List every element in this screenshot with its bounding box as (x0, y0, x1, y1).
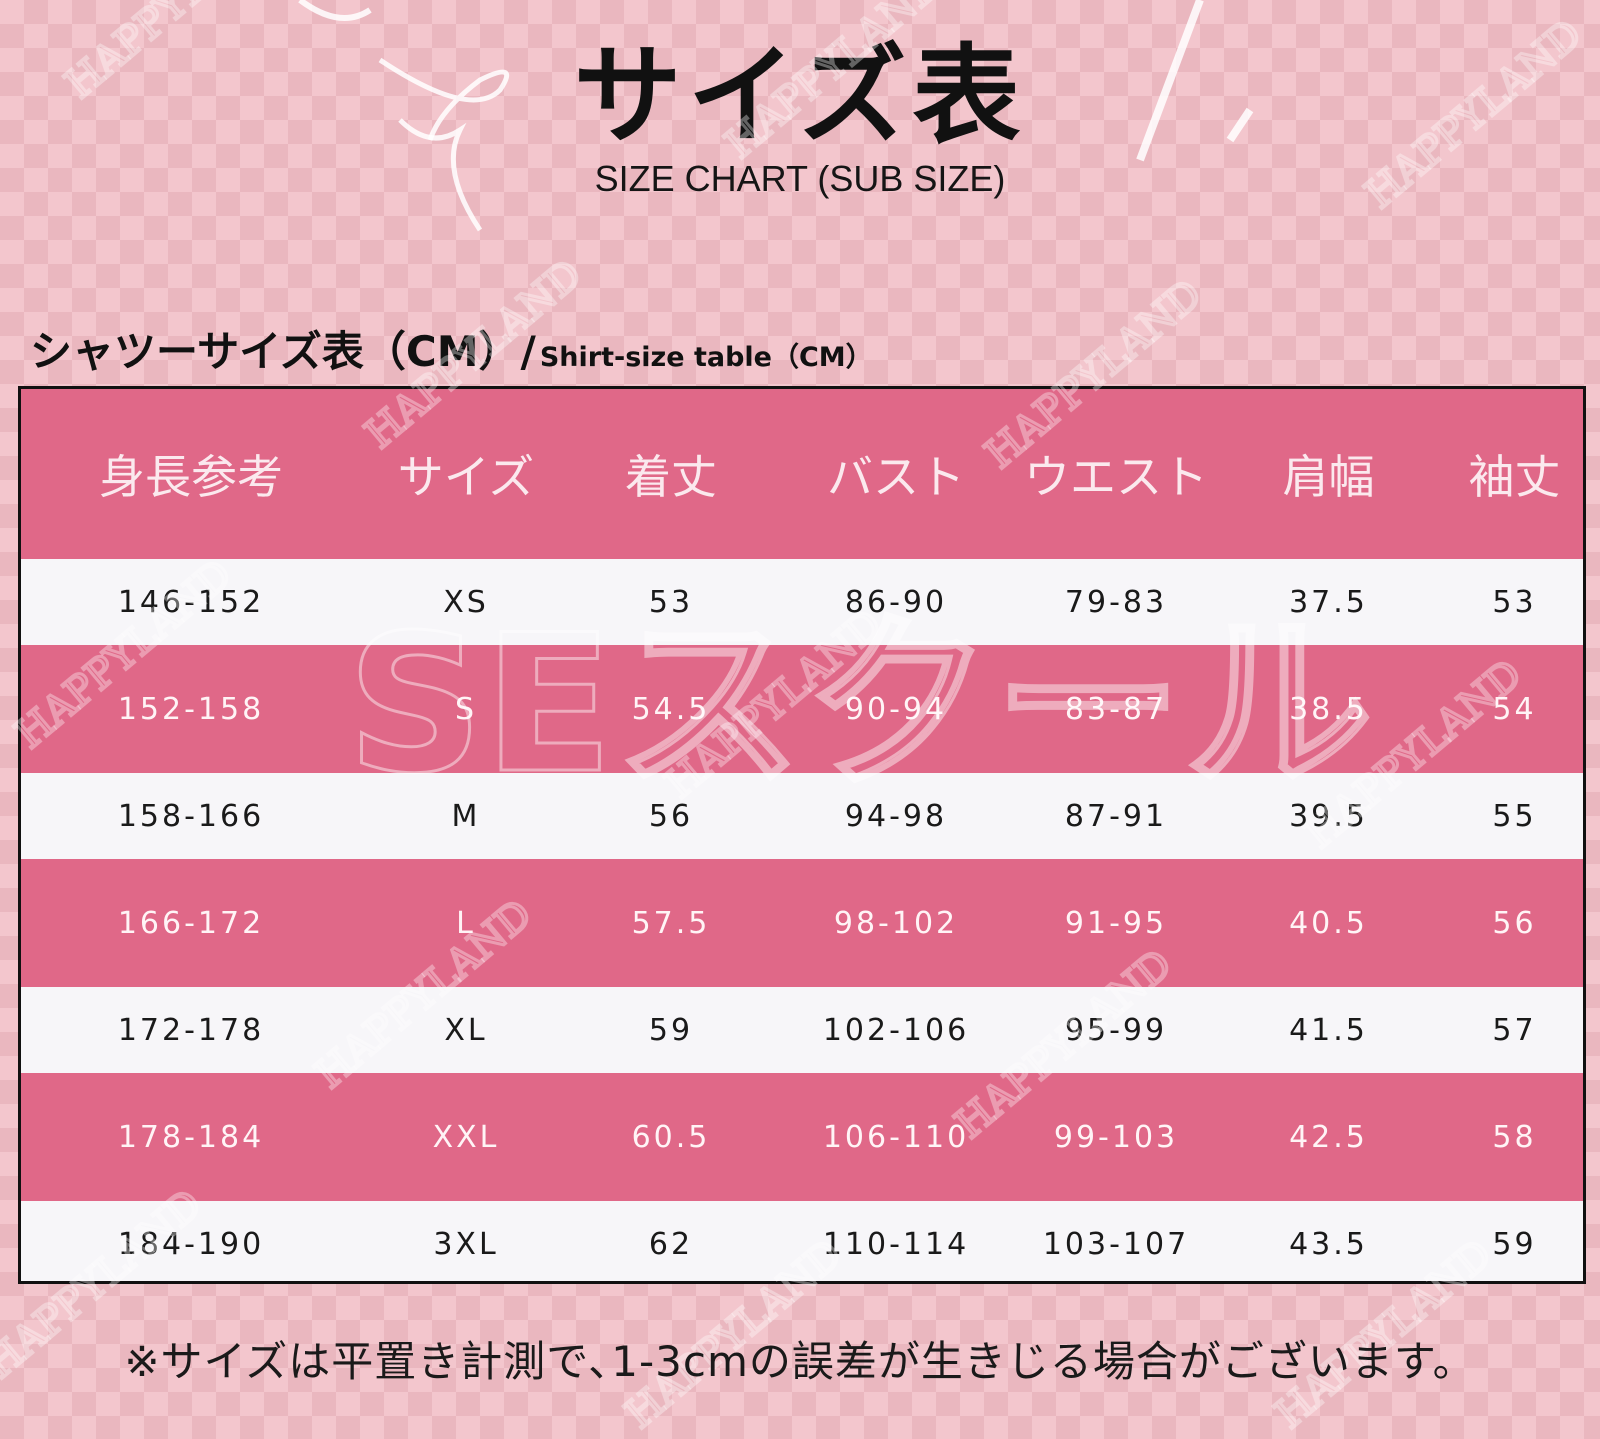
cell-size: XL (444, 1012, 488, 1048)
cell-length: 60.5 (631, 1119, 711, 1155)
cell-waist: 79-83 (1064, 584, 1168, 620)
cell-sleeve: 57 (1492, 1012, 1537, 1048)
header-length: 着丈 (625, 450, 717, 504)
page-title: サイズ表 (573, 34, 1027, 159)
cell-waist: 103-107 (1042, 1226, 1190, 1262)
cell-size: L (456, 905, 476, 941)
cell-size: M (451, 798, 481, 834)
cell-size: XS (443, 584, 489, 620)
cell-sleeve: 54 (1492, 691, 1537, 727)
cell-shoulder: 41.5 (1289, 1012, 1368, 1048)
cell-length: 56 (648, 798, 694, 834)
cell-size: S (454, 691, 478, 727)
cell-shoulder: 43.5 (1289, 1226, 1368, 1262)
table-row: 178-184 XXL 60.5 106-110 99-103 42.5 58 (21, 1073, 1583, 1201)
cell-height: 184-190 (117, 1226, 265, 1262)
table-heading: シャツーサイズ表（CM）/ Shirt-size table（CM） (30, 318, 873, 378)
header-shoulder: 肩幅 (1282, 450, 1375, 504)
table-row: 152-158 S 54.5 90-94 83-87 38.5 54 (21, 645, 1583, 773)
cell-shoulder: 39.5 (1289, 798, 1368, 834)
cell-sleeve: 58 (1492, 1119, 1537, 1155)
table-header-row: 身長参考 サイズ 着丈 バスト ウエスト 肩幅 袖丈 (21, 389, 1583, 559)
cell-length: 53 (648, 584, 694, 620)
table-heading-ja: シャツーサイズ表（CM）/ (30, 327, 536, 376)
cell-size: 3XL (433, 1226, 499, 1262)
cell-bust: 94-98 (844, 798, 948, 834)
cell-height: 172-178 (117, 1012, 265, 1048)
table-heading-en: Shirt-size table（CM） (539, 342, 873, 373)
cell-waist: 91-95 (1064, 905, 1168, 941)
table-row: 146-152 XS 53 86-90 79-83 37.5 53 (21, 559, 1583, 645)
measurement-note: ※サイズは平置き計測で､1-3cmの誤差が生きじる場合がございます。 (124, 1337, 1476, 1386)
cell-bust: 102-106 (822, 1012, 970, 1048)
cell-bust: 110-114 (822, 1226, 970, 1262)
cell-shoulder: 42.5 (1289, 1119, 1368, 1155)
cell-height: 152-158 (117, 691, 265, 727)
cell-shoulder: 40.5 (1289, 905, 1368, 941)
table-row: 158-166 M 56 94-98 87-91 39.5 55 (21, 773, 1583, 859)
cell-length: 57.5 (631, 905, 711, 941)
header-sleeve: 袖丈 (1468, 450, 1561, 504)
cell-length: 54.5 (631, 691, 711, 727)
cell-sleeve: 56 (1492, 905, 1537, 941)
cell-shoulder: 38.5 (1289, 691, 1368, 727)
cell-length: 59 (648, 1012, 694, 1048)
cell-height: 146-152 (117, 584, 265, 620)
page-subtitle: SIZE CHART (SUB SIZE) (594, 158, 1006, 199)
cell-sleeve: 55 (1492, 798, 1537, 834)
header-waist: ウエスト (1024, 450, 1208, 504)
cell-bust: 90-94 (844, 691, 948, 727)
cell-sleeve: 53 (1492, 584, 1537, 620)
header-bust: バスト (827, 450, 965, 504)
header-size: サイズ (397, 450, 535, 504)
table-row: 172-178 XL 59 102-106 95-99 41.5 57 (21, 987, 1583, 1073)
cell-shoulder: 37.5 (1289, 584, 1368, 620)
cell-bust: 86-90 (844, 584, 948, 620)
table-row: 166-172 L 57.5 98-102 91-95 40.5 56 (21, 859, 1583, 987)
cell-bust: 98-102 (833, 905, 959, 941)
cell-sleeve: 59 (1492, 1226, 1537, 1262)
cell-waist: 99-103 (1053, 1119, 1179, 1155)
cell-height: 158-166 (117, 798, 265, 834)
header-height: 身長参考 (99, 450, 283, 504)
cell-waist: 87-91 (1064, 798, 1168, 834)
cell-height: 178-184 (117, 1119, 265, 1155)
cell-waist: 83-87 (1064, 691, 1168, 727)
cell-length: 62 (648, 1226, 694, 1262)
cell-size: XXL (432, 1119, 500, 1155)
size-table: 身長参考 サイズ 着丈 バスト ウエスト 肩幅 袖丈 146-152 XS 53… (18, 386, 1586, 1284)
table-row: 184-190 3XL 62 110-114 103-107 43.5 59 (21, 1201, 1583, 1281)
cell-bust: 106-110 (822, 1119, 970, 1155)
cell-height: 166-172 (117, 905, 265, 941)
cell-waist: 95-99 (1064, 1012, 1168, 1048)
